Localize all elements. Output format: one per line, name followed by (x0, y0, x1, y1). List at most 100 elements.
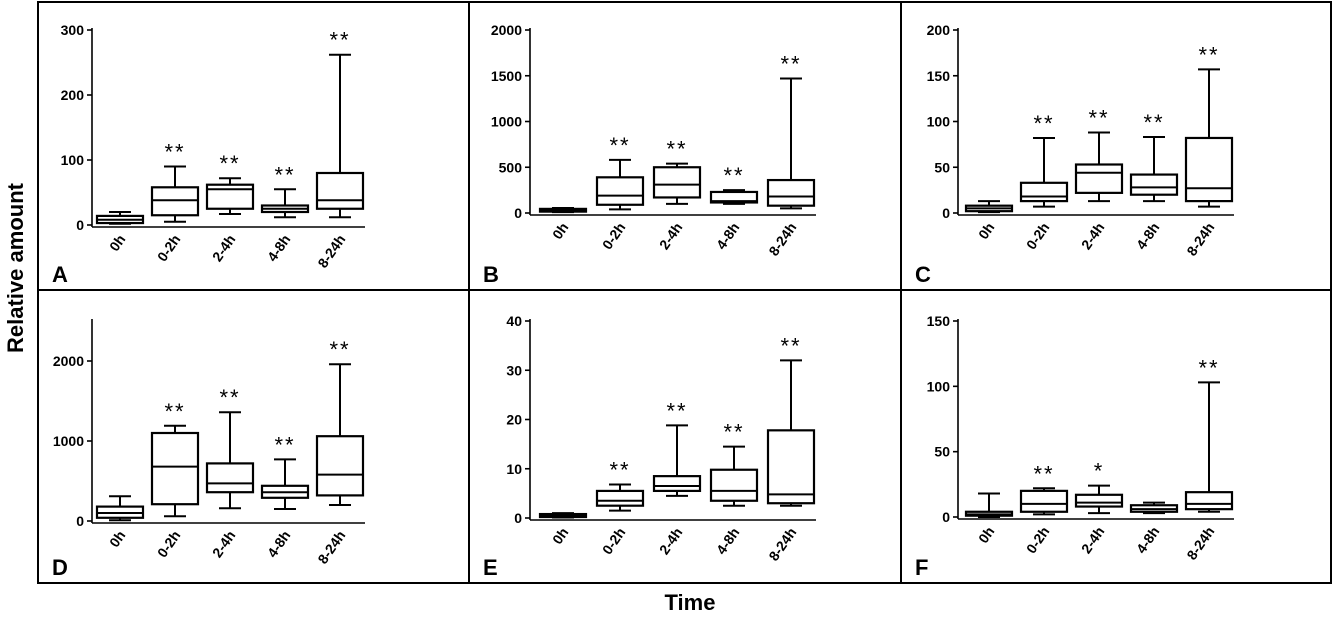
y-tick-label: 20 (506, 412, 522, 428)
y-tick-label: 100 (61, 152, 85, 168)
significance-marker: ** (666, 137, 687, 162)
panel-letter: D (52, 555, 68, 580)
iqr-box (595, 176, 645, 206)
x-tick-label: 0-2h (599, 525, 629, 558)
y-tick-label: 200 (61, 87, 85, 103)
panel-frame (37, 1, 470, 291)
significance-marker: ** (219, 151, 240, 176)
significance-marker: ** (666, 398, 687, 423)
y-tick-label: 300 (61, 22, 85, 38)
y-axis-title: Relative amount (2, 118, 30, 418)
iqr-box (709, 190, 759, 204)
y-tick-label: 10 (506, 461, 522, 477)
x-tick-label: 4-8h (264, 528, 294, 561)
panel-d: 0 1000 2000 0h ** 0-2h ** 2-4h ** 4-8h ** 8-24h D (37, 289, 470, 584)
iqr-box (315, 435, 365, 497)
box-8-24h: ** 8-24h (1183, 355, 1234, 563)
x-tick-label: 0h (975, 524, 997, 547)
box-4-8h: ** 4-8h (260, 162, 310, 264)
box-0-2h: ** 0-2h (1019, 111, 1069, 253)
x-tick-label: 4-8h (1133, 220, 1163, 253)
x-tick-label: 0-2h (154, 232, 184, 265)
significance-marker: ** (1033, 461, 1054, 486)
y-tick-label: 500 (499, 159, 523, 175)
box-0h: 0h (964, 492, 1014, 547)
x-tick-label: 4-8h (713, 525, 743, 558)
panel-letter: A (52, 262, 68, 287)
significance-marker: ** (1198, 42, 1219, 67)
iqr-box (1184, 491, 1234, 511)
box-0h: 0h (964, 200, 1014, 242)
box-0-2h: ** 0-2h (595, 133, 645, 252)
x-tick-label: 8-24h (314, 232, 348, 271)
x-tick-label: 2-4h (209, 232, 239, 265)
box-4-8h: ** 4-8h (1129, 110, 1179, 253)
y-axis-title-text: Relative amount (3, 183, 28, 353)
significance-marker: ** (1088, 105, 1109, 130)
box-0-2h: ** 0-2h (1019, 461, 1069, 556)
iqr-box (205, 462, 255, 494)
panel-b: 0 500 1000 1500 2000 0h ** 0-2h ** 2-4h ** 4-8h ** 8-… (468, 1, 902, 291)
significance-marker: ** (164, 399, 185, 424)
x-tick-label: 0h (549, 525, 571, 548)
x-tick-label: 8-24h (1183, 220, 1217, 259)
box-0h: 0h (538, 206, 588, 243)
y-tick-label: 0 (76, 217, 84, 233)
iqr-box (652, 475, 702, 493)
iqr-box (1019, 181, 1069, 203)
box-8-24h: ** 8-24h (314, 337, 365, 567)
y-tick-label: 100 (927, 114, 951, 130)
y-tick-label: 1000 (491, 114, 522, 130)
significance-marker: ** (1143, 110, 1164, 135)
y-tick-label: 100 (927, 378, 951, 394)
box-2-4h: ** 2-4h (652, 398, 702, 557)
iqr-box (315, 171, 365, 210)
box-2-4h: ** 2-4h (652, 137, 702, 252)
y-tick-label: 0 (76, 513, 84, 529)
box-0-2h: ** 0-2h (150, 399, 200, 561)
panel-frame (900, 1, 1332, 291)
panel-frame (37, 289, 470, 584)
x-tick-label: 8-24h (765, 220, 799, 259)
significance-marker: ** (1198, 355, 1219, 380)
x-axis-title: Time (664, 590, 716, 615)
x-tick-label: 0h (549, 220, 571, 243)
iqr-box (709, 468, 759, 502)
panel-frame (468, 289, 902, 584)
y-tick-label: 0 (514, 205, 522, 221)
x-tick-label: 8-24h (1183, 524, 1217, 563)
iqr-box (652, 166, 702, 199)
x-tick-label: 0h (106, 528, 128, 551)
y-tick-label: 50 (934, 159, 950, 175)
box-8-24h: ** 8-24h (1183, 42, 1234, 259)
x-tick-label: 0-2h (154, 528, 184, 561)
x-tick-label: 0-2h (1023, 220, 1053, 253)
significance-marker: ** (780, 51, 801, 76)
y-tick-label: 0 (942, 205, 950, 221)
y-tick-label: 50 (934, 444, 950, 460)
significance-marker: * (1094, 459, 1105, 484)
y-tick-label: 1500 (491, 68, 522, 84)
iqr-box (766, 429, 816, 505)
x-tick-label: 8-24h (314, 528, 348, 567)
significance-marker: ** (274, 162, 295, 187)
panel-f: 0 50 100 150 0h ** 0-2h * 2-4h 4-8h ** 8-24h F (900, 289, 1332, 584)
iqr-box (150, 431, 200, 506)
box-2-4h: ** 2-4h (1074, 105, 1124, 252)
significance-marker: ** (164, 140, 185, 165)
box-0-2h: ** 0-2h (595, 458, 645, 558)
x-tick-label: 2-4h (1078, 524, 1108, 557)
significance-marker: ** (329, 28, 350, 53)
box-0h: 0h (95, 211, 145, 254)
significance-marker: ** (609, 458, 630, 483)
y-tick-label: 30 (506, 362, 522, 378)
iqr-box (766, 178, 816, 207)
box-4-8h: 4-8h (1129, 501, 1179, 556)
box-2-4h: ** 2-4h (205, 151, 255, 265)
box-0h: 0h (538, 512, 588, 548)
panel-letter: E (483, 555, 498, 580)
panel-e: 0 10 20 30 40 0h ** 0-2h ** 2-4h ** 4-8h ** 8-24h E (468, 289, 902, 584)
y-tick-label: 200 (927, 22, 951, 38)
x-tick-label: 4-8h (713, 220, 743, 253)
